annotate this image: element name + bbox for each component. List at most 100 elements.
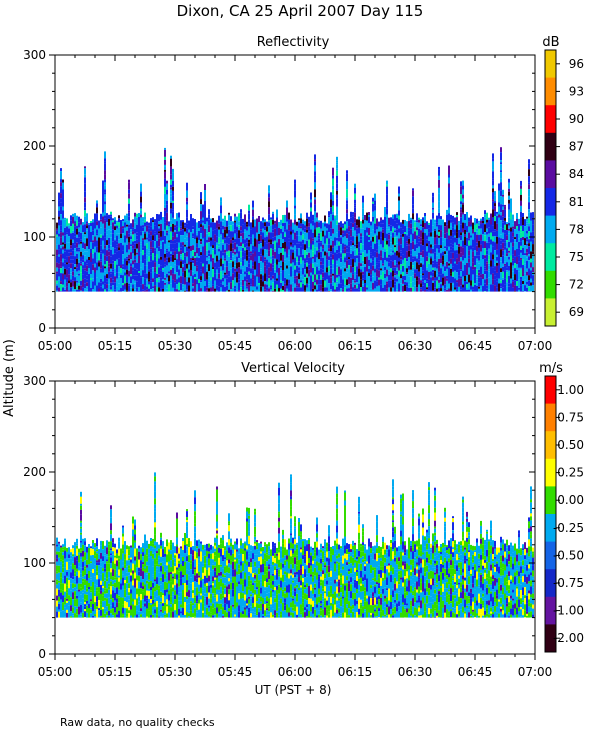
reflectivity-echo-cell [58, 249, 60, 255]
reflectivity-echo-cell [196, 253, 198, 258]
reflectivity-echo-cell [202, 238, 204, 242]
reflectivity-echo-cell [314, 222, 316, 230]
reflectivity-echo-cell [396, 237, 398, 244]
velocity-echo-cell [152, 595, 154, 600]
reflectivity-echo-cell [110, 230, 112, 234]
reflectivity-echo-cell [338, 230, 340, 238]
reflectivity-echo-cell [178, 227, 180, 232]
reflectivity-echo-cell [508, 252, 510, 257]
reflectivity-echo-cell [246, 286, 248, 289]
reflectivity-echo-cell [386, 276, 388, 282]
reflectivity-echo-cell [462, 180, 464, 186]
reflectivity-echo-cell [138, 217, 140, 224]
velocity-echo-cell [106, 571, 108, 579]
velocity-echo-cell [88, 595, 90, 601]
reflectivity-echo-cell [442, 273, 444, 278]
reflectivity-echo-cell [404, 251, 406, 258]
reflectivity-echo-cell [136, 287, 138, 292]
reflectivity-echo-cell [180, 230, 182, 236]
reflectivity-echo-cell [330, 251, 332, 254]
reflectivity-echo-cell [256, 218, 258, 227]
reflectivity-echo-cell [202, 230, 204, 239]
reflectivity-echo-cell [366, 263, 368, 272]
reflectivity-echo-cell [460, 257, 462, 262]
reflectivity-echo-cell [266, 287, 268, 291]
reflectivity-echo-cell [472, 269, 474, 275]
reflectivity-echo-cell [184, 270, 186, 278]
reflectivity-echo-cell [392, 237, 394, 245]
reflectivity-echo-cell [140, 260, 142, 268]
reflectivity-echo-cell [68, 236, 70, 243]
velocity-echo-cell [76, 543, 78, 546]
reflectivity-echo-cell [76, 251, 78, 254]
reflectivity-echo-cell [378, 279, 380, 286]
reflectivity-echo-cell [356, 288, 358, 292]
reflectivity-echo-cell [500, 286, 502, 289]
reflectivity-echo-cell [208, 259, 210, 265]
reflectivity-echo-cell [494, 236, 496, 243]
reflectivity-echo-cell [354, 205, 356, 208]
reflectivity-echo-cell [266, 281, 268, 285]
velocity-echo-cell [68, 554, 70, 559]
reflectivity-echo-cell [210, 282, 212, 288]
reflectivity-echo-cell [184, 244, 186, 247]
velocity-echo-cell [94, 555, 96, 559]
reflectivity-echo-cell [442, 219, 444, 225]
reflectivity-echo-cell [432, 253, 434, 261]
reflectivity-echo-cell [314, 199, 316, 205]
velocity-echo-cell [128, 592, 130, 596]
velocity-echo-cell [124, 541, 126, 550]
reflectivity-echo-cell [484, 217, 486, 225]
reflectivity-echo-cell [336, 281, 338, 284]
reflectivity-echo-cell [104, 194, 106, 198]
reflectivity-echo-cell [208, 284, 210, 289]
velocity-echo-cell [110, 523, 112, 531]
reflectivity-echo-cell [354, 217, 356, 223]
reflectivity-echo-cell [408, 236, 410, 239]
reflectivity-echo-cell [164, 164, 166, 167]
reflectivity-echo-cell [178, 247, 180, 252]
reflectivity-echo-cell [276, 242, 278, 250]
reflectivity-echo-cell [214, 249, 216, 255]
velocity-echo-cell [106, 540, 108, 548]
reflectivity-echo-cell [438, 229, 440, 232]
reflectivity-echo-cell [150, 241, 152, 248]
velocity-echo-cell [134, 605, 136, 608]
reflectivity-echo-cell [100, 272, 102, 279]
reflectivity-echo-cell [144, 259, 146, 266]
reflectivity-echo-cell [124, 269, 126, 273]
reflectivity-echo-cell [248, 242, 250, 247]
reflectivity-echo-cell [136, 275, 138, 282]
reflectivity-echo-cell [248, 271, 250, 275]
reflectivity-echo-cell [326, 279, 328, 288]
reflectivity-echo-cell [522, 265, 524, 268]
reflectivity-echo-cell [460, 207, 462, 210]
reflectivity-echo-cell [318, 267, 320, 271]
reflectivity-echo-cell [460, 204, 462, 208]
reflectivity-echo-cell [130, 266, 132, 275]
reflectivity-echo-cell [384, 274, 386, 278]
reflectivity-echo-cell [60, 171, 62, 180]
reflectivity-echo-cell [214, 254, 216, 263]
reflectivity-echo-cell [312, 244, 314, 252]
reflectivity-echo-cell [166, 225, 168, 231]
velocity-echo-cell [56, 571, 58, 574]
velocity-echo-cell [116, 553, 118, 559]
reflectivity-echo-cell [402, 219, 404, 224]
reflectivity-echo-cell [384, 252, 386, 260]
reflectivity-echo-cell [68, 274, 70, 281]
reflectivity-echo-cell [124, 286, 126, 290]
reflectivity-echo-cell [146, 273, 148, 279]
reflectivity-echo-cell [104, 268, 106, 272]
reflectivity-echo-cell [220, 242, 222, 251]
reflectivity-echo-cell [446, 224, 448, 233]
velocity-echo-cell [134, 587, 136, 595]
reflectivity-echo-cell [530, 282, 532, 286]
reflectivity-echo-cell [274, 240, 276, 249]
reflectivity-echo-cell [224, 272, 226, 275]
reflectivity-echo-cell [388, 262, 390, 267]
reflectivity-echo-cell [232, 273, 234, 281]
reflectivity-echo-cell [204, 190, 206, 197]
reflectivity-echo-cell [164, 277, 166, 280]
reflectivity-echo-cell [354, 193, 356, 200]
